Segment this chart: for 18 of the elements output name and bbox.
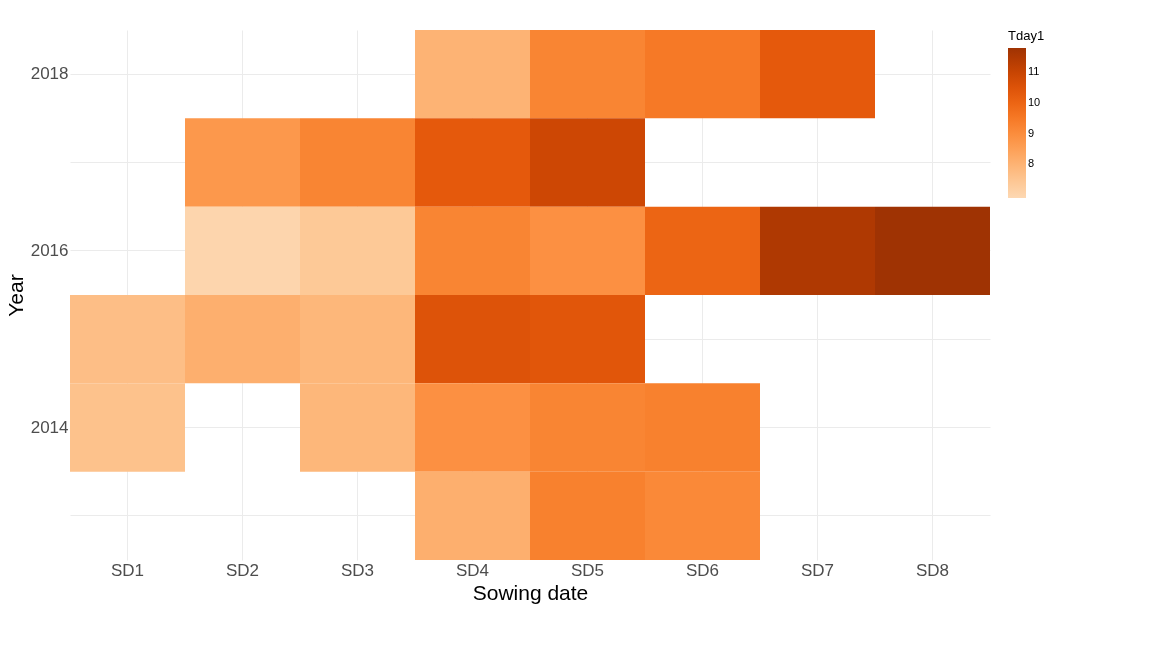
x-tick-label: SD2 <box>225 560 260 580</box>
y-tick-label: 2016 <box>30 240 69 260</box>
x-tick-label: SD6 <box>685 560 720 580</box>
x-tick-label: SD5 <box>570 560 605 580</box>
color-bar-label: 11 <box>1028 65 1040 78</box>
color-bar-label: 8 <box>1028 157 1035 170</box>
x-tick-label: SD7 <box>800 560 835 580</box>
x-axis-title: Sowing date <box>472 580 589 604</box>
x-tick-label: SD3 <box>340 560 375 580</box>
y-tick-label: 2018 <box>30 64 69 84</box>
color-bar-label: 10 <box>1028 96 1041 109</box>
legend-title: Tday1 <box>1008 28 1045 43</box>
x-tick-label: SD8 <box>915 560 950 580</box>
y-axis-title: Year <box>3 274 27 317</box>
color-bar-label: 9 <box>1028 126 1035 139</box>
x-tick-label: SD1 <box>110 560 145 580</box>
y-tick-label: 2014 <box>30 417 69 437</box>
x-tick-label: SD4 <box>455 560 490 580</box>
